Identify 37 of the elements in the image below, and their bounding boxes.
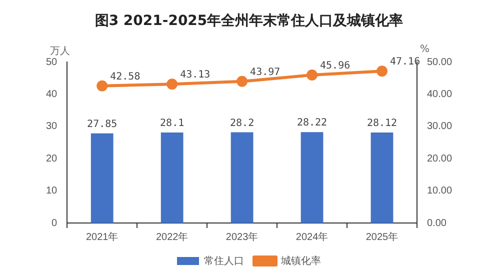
y2-tick-label: 0.00 [426, 218, 447, 229]
data-label: 42.58 [110, 71, 140, 82]
y-tick-label: 50 [46, 56, 58, 68]
y-tick-label: 40 [46, 88, 58, 100]
y2-tick-label: 40.00 [426, 88, 452, 100]
y-tick-label: 20 [46, 153, 58, 164]
data-label: 28.2 [230, 118, 254, 129]
legend-label: 常住人口 [204, 254, 244, 267]
x-tick-label: 2021年 [86, 230, 118, 243]
y2-axis-title: % [420, 44, 430, 55]
y-tick-label: 10 [46, 186, 58, 197]
point [306, 70, 318, 81]
chart-title: 图3 2021-2025年全州年末常住人口及城镇化率 [94, 12, 404, 30]
point [376, 66, 388, 77]
data-label: 28.12 [366, 118, 398, 130]
data-label: 47.16 [390, 56, 420, 68]
data-label: 28.1 [160, 118, 184, 130]
data-label: 45.96 [320, 60, 350, 72]
point [236, 76, 248, 87]
y2-tick-label: 20.00 [426, 153, 452, 164]
point [96, 80, 108, 92]
y2-tick-label: 30.00 [426, 121, 452, 132]
y-tick-label: 0 [52, 218, 58, 229]
data-label: 28.22 [296, 118, 328, 129]
point [166, 78, 178, 90]
data-label: 43.97 [250, 67, 280, 78]
data-label: 27.85 [87, 118, 118, 130]
y-axis-title: 万人 [50, 45, 70, 58]
legend-label: 城镇化率 [280, 254, 321, 267]
y2-tick-label: 50.00 [426, 56, 452, 68]
y2-tick-label: 10.00 [426, 186, 452, 197]
x-tick-label: 2022年 [156, 230, 188, 243]
x-tick-label: 2023年 [226, 230, 258, 243]
data-label: 43.13 [180, 70, 210, 81]
y-tick-label: 30 [46, 121, 58, 132]
x-tick-label: 2025年 [366, 230, 398, 243]
x-tick-label: 2024年 [296, 230, 328, 243]
